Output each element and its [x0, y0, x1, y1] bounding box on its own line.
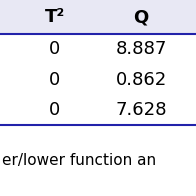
Text: 7.628: 7.628 [115, 101, 167, 119]
Bar [0, 0, 196, 34]
Bar [0, 95, 196, 125]
Text: T²: T² [45, 8, 65, 26]
Text: 0: 0 [49, 101, 61, 119]
Text: er/lower function an: er/lower function an [2, 153, 156, 168]
Text: 0.862: 0.862 [115, 71, 167, 89]
Bar [0, 125, 196, 196]
Text: 8.887: 8.887 [115, 41, 167, 58]
Text: Q: Q [133, 8, 149, 26]
Text: 0: 0 [49, 71, 61, 89]
Bar [0, 65, 196, 95]
Bar [0, 34, 196, 65]
Text: 0: 0 [49, 41, 61, 58]
